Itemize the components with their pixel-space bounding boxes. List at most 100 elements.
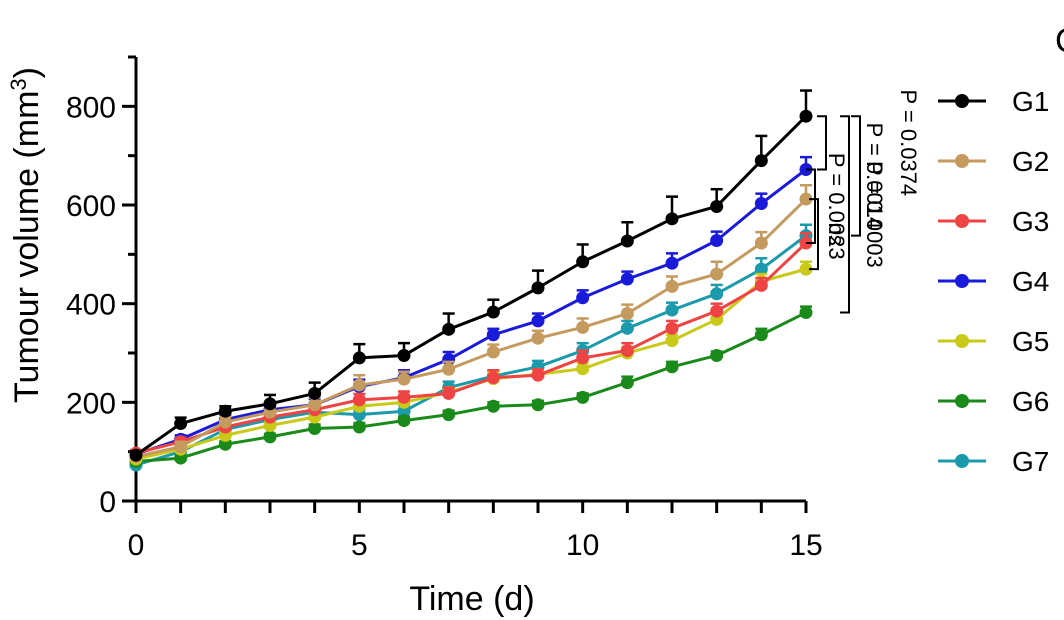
data-point <box>620 272 634 286</box>
legend-swatch-marker <box>955 94 969 108</box>
series-line <box>135 311 807 464</box>
legend-label: G3 <box>1012 206 1049 237</box>
data-point <box>710 304 724 318</box>
series-line <box>135 234 807 467</box>
bracket-line <box>840 115 850 314</box>
legend-swatch-marker <box>955 274 969 288</box>
data-point <box>620 344 634 358</box>
data-point <box>799 306 813 320</box>
y-tick-label: 800 <box>66 91 116 124</box>
data-point <box>710 234 724 248</box>
legend-item-g5: G5 <box>938 326 1049 357</box>
y-tick-label: 600 <box>66 190 116 223</box>
data-point <box>620 307 634 321</box>
data-point <box>576 291 590 305</box>
significance-bracket: P = 0.0003 <box>840 115 887 314</box>
data-point <box>531 281 545 295</box>
data-point <box>754 236 768 250</box>
data-point <box>308 386 322 400</box>
bracket-line <box>851 115 861 237</box>
data-point <box>218 404 232 418</box>
data-point <box>531 398 545 412</box>
significance-bracket: P = 0.0374 <box>817 90 921 197</box>
data-point <box>308 421 322 435</box>
data-point <box>799 192 813 206</box>
x-ticks: 0 5 10 15 <box>128 501 823 562</box>
data-point <box>754 278 768 292</box>
data-point <box>174 451 188 465</box>
x-tick-label: 5 <box>351 529 368 562</box>
legend-label: G2 <box>1012 146 1049 177</box>
data-point <box>352 420 366 434</box>
series-line <box>135 168 807 456</box>
data-point <box>174 417 188 431</box>
data-point <box>442 408 456 422</box>
legend-item-g7: G7 <box>938 446 1049 477</box>
data-point <box>754 154 768 168</box>
legend-item-g6: G6 <box>938 386 1049 417</box>
significance-bracket: P = 0.0023 <box>806 153 849 260</box>
y-axis-label-main: Tumour volume (mm <box>8 91 46 403</box>
legend-item-g4: G4 <box>938 266 1049 297</box>
bracket-line <box>809 198 819 271</box>
data-point <box>486 399 500 413</box>
x-tick-label: 15 <box>789 529 822 562</box>
data-point <box>486 305 500 319</box>
y-tick-label: 0 <box>99 486 116 519</box>
data-point <box>576 390 590 404</box>
data-point <box>129 448 143 462</box>
data-point <box>799 262 813 276</box>
series-g5 <box>129 260 813 466</box>
data-point <box>263 397 277 411</box>
data-point <box>218 437 232 451</box>
y-ticks: 0 200 400 600 800 <box>66 55 136 519</box>
data-point <box>620 321 634 335</box>
data-point <box>442 362 456 376</box>
significance-label: P = 0.0374 <box>896 90 921 197</box>
significance-label: ns <box>824 222 849 245</box>
x-axis-label: Time (d) <box>409 580 534 618</box>
data-point <box>754 197 768 211</box>
data-point <box>442 386 456 400</box>
data-point <box>352 393 366 407</box>
axes: 0 200 400 600 800 0 5 10 15 <box>66 55 823 562</box>
data-point <box>754 328 768 342</box>
legend-item-g3: G3 <box>938 206 1049 237</box>
significance-label: P = 0.0014 <box>862 123 887 230</box>
bracket-line <box>817 115 827 171</box>
data-point <box>665 303 679 317</box>
series-layer <box>129 89 813 472</box>
y-tick-label: 200 <box>66 387 116 420</box>
data-point <box>531 368 545 382</box>
significance-bracket: ns <box>809 198 849 271</box>
data-point <box>352 351 366 365</box>
x-tick-label: 10 <box>566 529 599 562</box>
series-line <box>135 115 808 457</box>
legend-swatch-marker <box>955 454 969 468</box>
series-line <box>135 241 808 455</box>
significance-bracket: P = 0.0014 <box>851 115 887 237</box>
data-point <box>665 279 679 293</box>
data-point <box>665 334 679 348</box>
data-point <box>665 321 679 335</box>
data-point <box>665 360 679 374</box>
legend-item-g2: G2 <box>938 146 1049 177</box>
bracket-line <box>806 168 816 244</box>
series-g4 <box>129 155 813 461</box>
significance-label: P = 0.0003 <box>862 161 887 268</box>
data-point <box>263 430 277 444</box>
cropped-panel-letter: C <box>1055 22 1064 60</box>
data-point <box>397 348 411 362</box>
data-point <box>710 348 724 362</box>
legend-swatch-marker <box>955 214 969 228</box>
data-point <box>665 256 679 270</box>
significance-label: P = 0.0023 <box>824 153 849 260</box>
data-point <box>710 199 724 213</box>
data-point <box>710 267 724 281</box>
data-point <box>665 212 679 226</box>
data-point <box>486 328 500 342</box>
data-point <box>620 234 634 248</box>
series-g6 <box>129 305 813 469</box>
legend-label: G4 <box>1012 266 1049 297</box>
